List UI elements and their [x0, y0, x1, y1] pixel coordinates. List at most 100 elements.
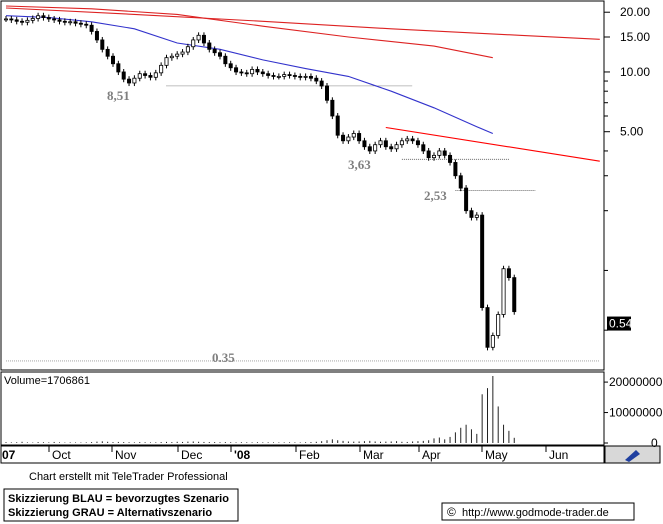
candle — [84, 21, 89, 29]
candle — [464, 185, 469, 214]
candle — [383, 137, 388, 150]
volume-tick-label: 0 — [651, 436, 658, 450]
volume-tick-label: 10000000 — [609, 406, 663, 420]
source-url[interactable]: http://www.godmode-trader.de — [462, 507, 609, 519]
candle — [73, 18, 78, 27]
source-url-box[interactable]: © http://www.godmode-trader.de — [441, 502, 635, 521]
x-tick-label: Oct — [52, 448, 71, 462]
candle — [512, 274, 517, 315]
last-price-label: 0.54 — [609, 317, 633, 331]
candle — [308, 73, 313, 82]
candle — [46, 14, 51, 23]
candle — [367, 143, 372, 155]
candle — [399, 137, 404, 148]
candle — [180, 49, 185, 58]
volume-tick-label: 20000000 — [609, 375, 663, 389]
candle — [30, 15, 35, 24]
candle — [287, 71, 292, 79]
candle — [442, 147, 447, 159]
candle — [116, 60, 121, 76]
candle — [276, 73, 281, 80]
candle — [292, 72, 297, 80]
volume-layer — [5, 376, 515, 443]
draw-tool-button[interactable] — [604, 445, 661, 464]
candle — [78, 20, 83, 28]
candle — [4, 15, 9, 23]
candle — [335, 113, 340, 139]
candle — [260, 68, 265, 77]
candle — [490, 332, 495, 351]
volume-title: Volume=1706861 — [4, 375, 90, 387]
candle — [36, 12, 41, 22]
x-tick-label: Jun — [549, 448, 568, 462]
candle — [127, 76, 132, 87]
x-tick-label: May — [485, 448, 508, 462]
candle — [20, 18, 25, 26]
candle — [469, 207, 474, 221]
candle — [485, 304, 490, 351]
copyright-icon: © — [447, 505, 456, 519]
candle — [426, 147, 431, 161]
candle — [111, 53, 116, 67]
candle — [100, 36, 105, 53]
level-label-support-2-53: 2,53 — [424, 188, 447, 203]
candle — [228, 60, 233, 71]
candle — [266, 70, 271, 79]
candle — [480, 212, 485, 311]
candle — [244, 69, 249, 77]
level-label-support-8-51: 8,51 — [107, 88, 130, 103]
price-tick-label: 20.00 — [620, 5, 650, 19]
candle — [212, 46, 217, 56]
candle — [137, 70, 142, 82]
x-tick-label: Nov — [115, 448, 136, 462]
chart-credit: Chart erstellt mit TeleTrader Profession… — [29, 471, 228, 483]
x-tick-label: Feb — [299, 448, 320, 462]
candle — [94, 28, 99, 44]
scenario-legend: Skizzierung BLAU = bevorzugtes Szenario … — [3, 488, 239, 522]
candle — [41, 12, 46, 21]
price-tick-label: 15.00 — [620, 30, 650, 44]
candle — [271, 72, 276, 80]
candle — [324, 83, 329, 104]
candle — [373, 141, 378, 155]
candle — [282, 71, 287, 80]
candle — [394, 141, 399, 152]
sma-red-short-line — [5, 5, 493, 59]
candle — [437, 147, 442, 159]
candle — [453, 159, 458, 179]
candle — [89, 22, 94, 35]
candle — [378, 137, 383, 148]
candle — [421, 141, 426, 155]
candle — [217, 49, 222, 60]
candle — [121, 68, 126, 83]
legend-blue-text: Skizzierung BLAU = bevorzugtes Szenario — [8, 493, 229, 505]
x-axis-strip — [0, 445, 605, 464]
x-tick-label: Apr — [422, 448, 441, 462]
price-panel — [0, 0, 605, 371]
candle — [303, 73, 308, 81]
candle — [153, 69, 158, 81]
candle — [223, 53, 228, 67]
candle — [330, 97, 335, 120]
candle — [68, 18, 73, 26]
candle — [105, 46, 110, 60]
candle — [255, 66, 260, 76]
candle — [341, 132, 346, 144]
candle — [458, 172, 463, 192]
candle — [431, 152, 436, 161]
x-tick-label: 07 — [2, 448, 16, 462]
candle — [25, 17, 30, 26]
candle — [185, 43, 190, 56]
candle — [298, 73, 303, 81]
price-tick-label: 10.00 — [620, 65, 650, 79]
x-tick-label: Mar — [363, 448, 384, 462]
candle — [474, 212, 479, 221]
candle — [496, 311, 501, 339]
candle — [201, 32, 206, 47]
level-label-support-0-35: 0.35 — [212, 350, 235, 365]
candle — [14, 16, 19, 25]
candle — [62, 18, 67, 26]
candle — [239, 68, 244, 76]
candle — [346, 134, 351, 144]
